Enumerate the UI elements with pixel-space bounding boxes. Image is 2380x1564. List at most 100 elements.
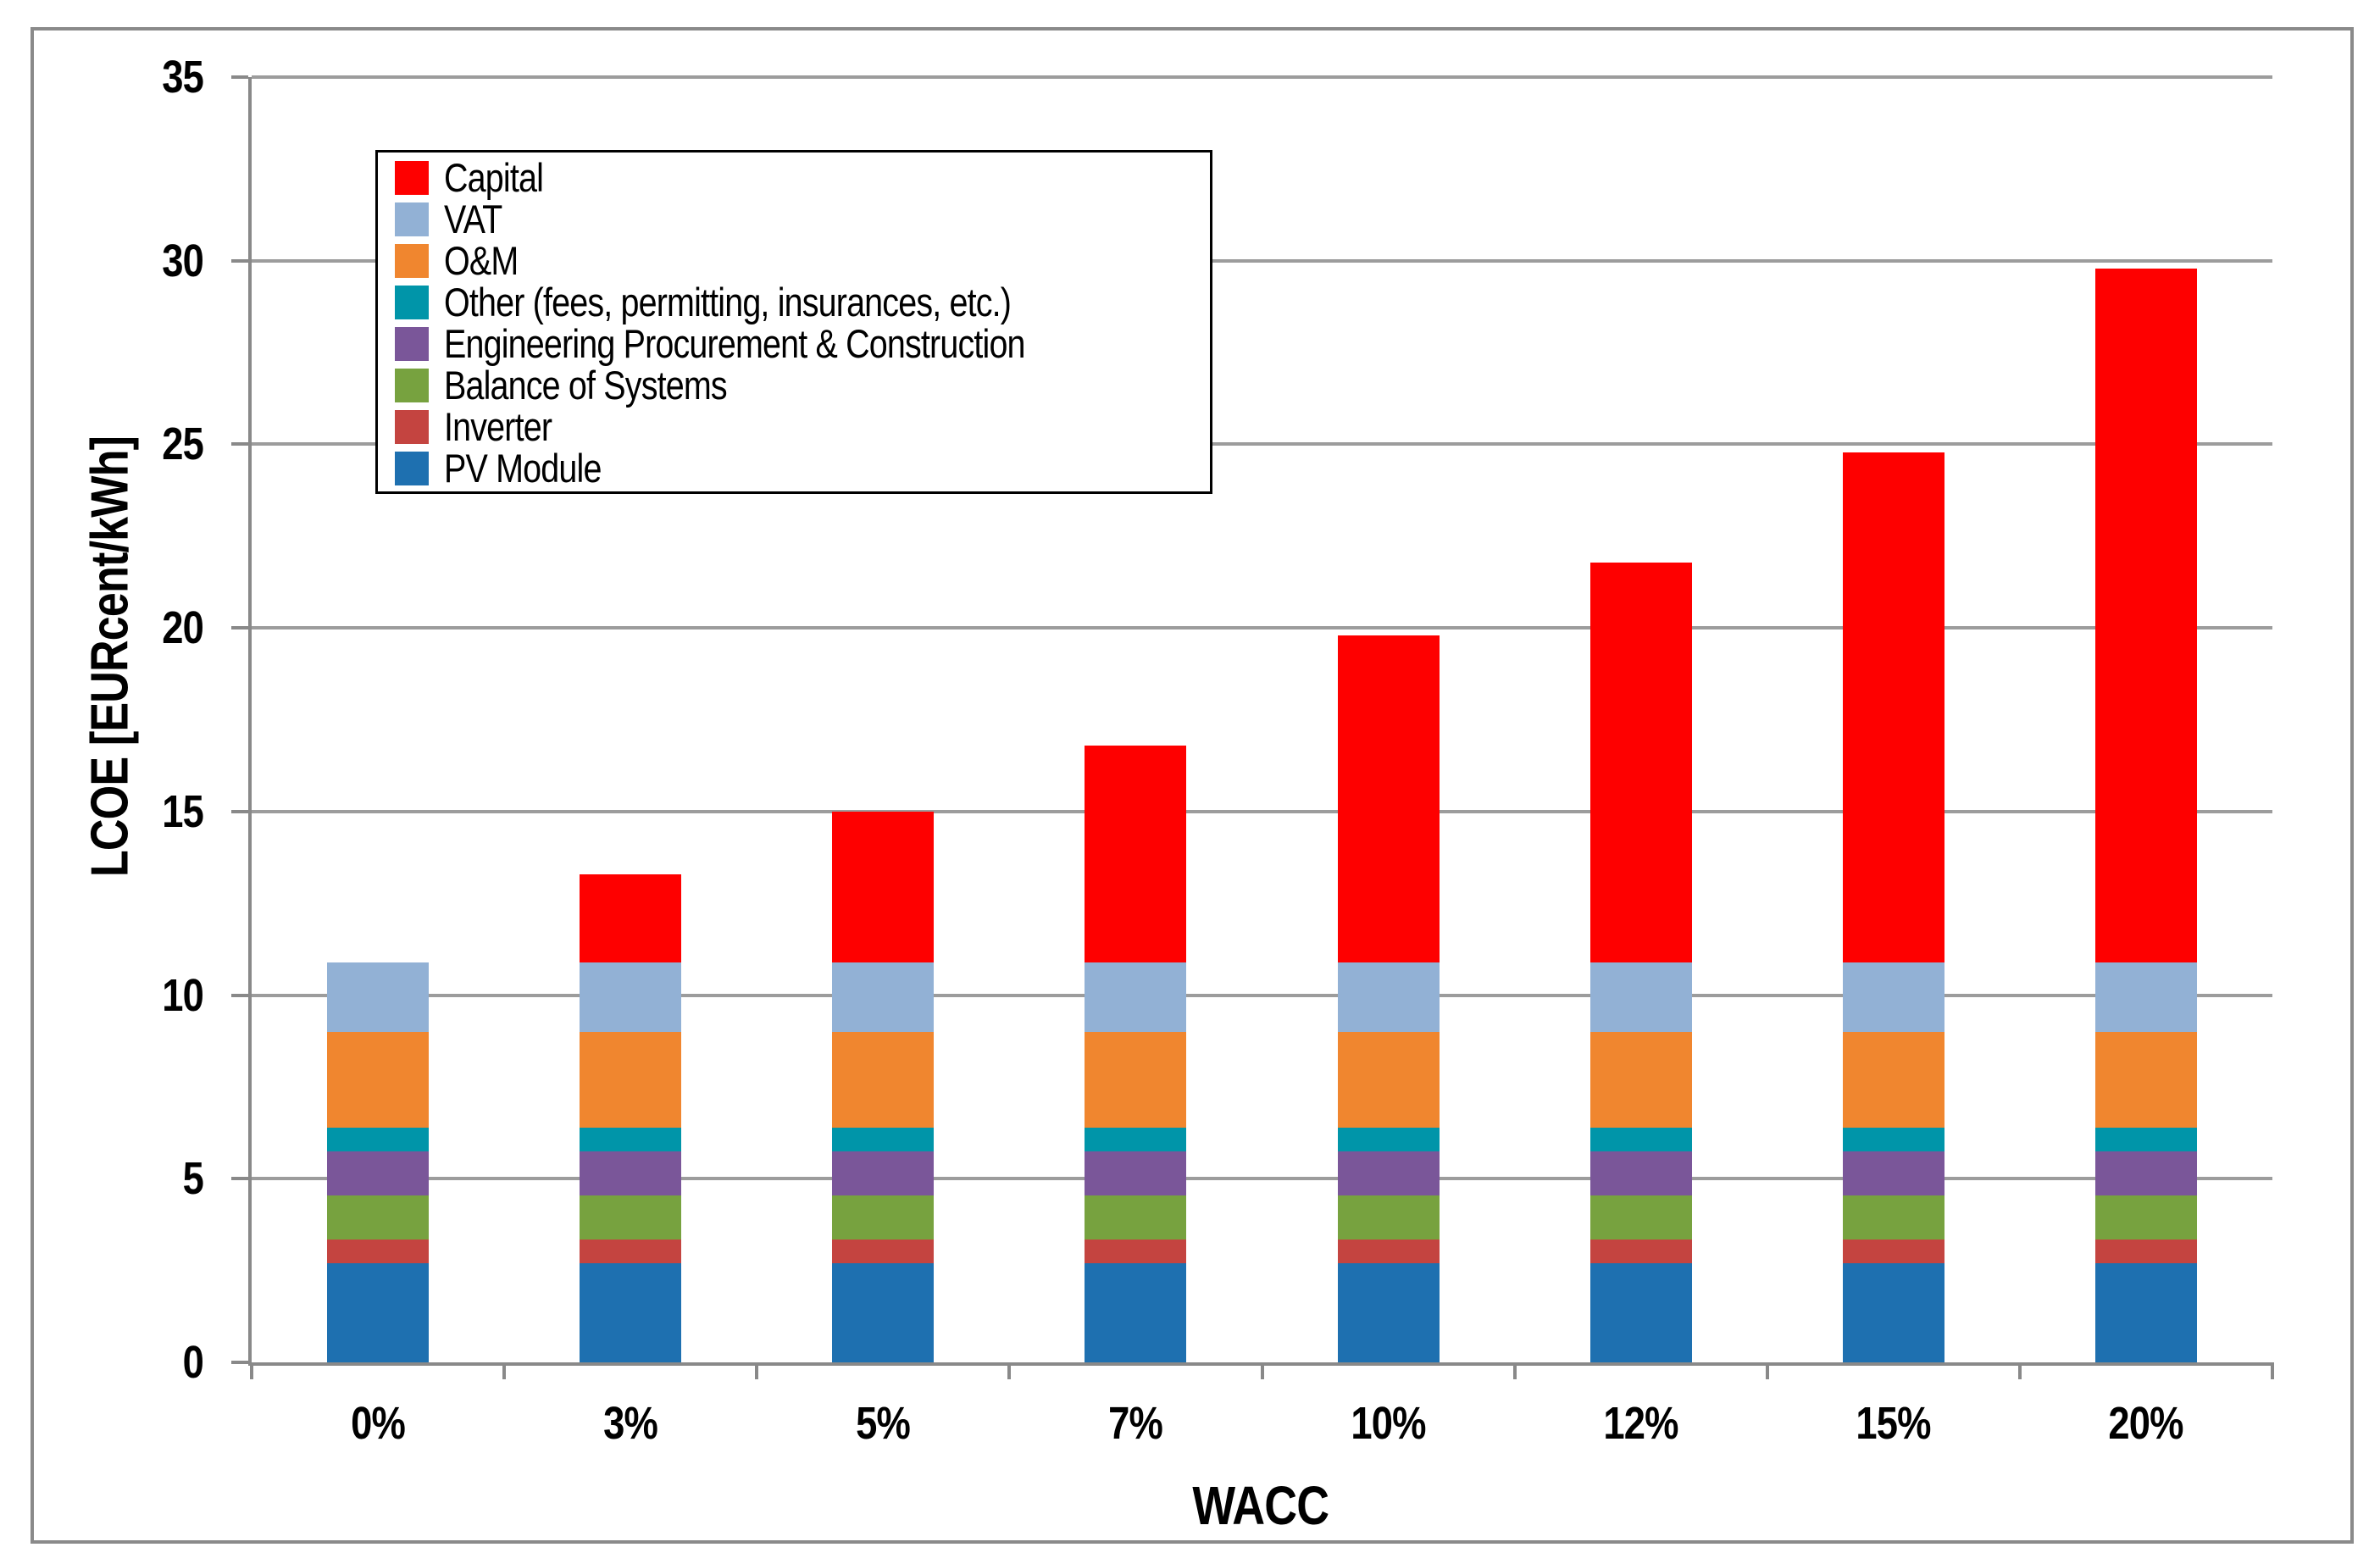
legend-swatch-o-m xyxy=(395,243,429,278)
x-tick-mark-8 xyxy=(2271,1362,2274,1379)
bar-segment-balance-of-systems-5% xyxy=(832,1195,934,1240)
legend-item: Inverter xyxy=(378,406,1210,447)
bar-segment-pv-module-12% xyxy=(1590,1263,1692,1362)
y-tick-mark-30 xyxy=(231,259,248,263)
legend-label-text: Capital xyxy=(444,154,544,200)
bar-segment-engineering-procurement-construction-20% xyxy=(2095,1151,2197,1195)
bar-3% xyxy=(580,874,681,1362)
y-tick-label-text: 30 xyxy=(162,236,204,286)
bar-segment-capital-7% xyxy=(1085,746,1186,962)
bar-segment-other-fees-permitting-insurances-etc--15% xyxy=(1843,1128,1944,1151)
bar-segment-balance-of-systems-0% xyxy=(327,1195,429,1240)
bar-segment-other-fees-permitting-insurances-etc--5% xyxy=(832,1128,934,1151)
bar-segment-inverter-3% xyxy=(580,1240,681,1263)
x-tick-label-0%: 0% xyxy=(252,1396,504,1450)
gridline-20 xyxy=(252,626,2272,629)
y-tick-label-15: 15 xyxy=(42,783,204,840)
x-tick-label-text: 7% xyxy=(1108,1398,1163,1449)
bar-segment-o-m-3% xyxy=(580,1032,681,1128)
legend-label-text: O&M xyxy=(444,237,519,283)
bar-segment-vat-12% xyxy=(1590,962,1692,1032)
bar-segment-other-fees-permitting-insurances-etc--12% xyxy=(1590,1128,1692,1151)
bar-10% xyxy=(1338,635,1440,1362)
x-tick-mark-6 xyxy=(1766,1362,1769,1379)
bar-segment-inverter-10% xyxy=(1338,1240,1440,1263)
x-tick-mark-2 xyxy=(755,1362,758,1379)
bar-segment-vat-5% xyxy=(832,962,934,1032)
bar-segment-inverter-20% xyxy=(2095,1240,2197,1263)
y-tick-mark-25 xyxy=(231,442,248,446)
legend-swatch-pv-module xyxy=(395,451,429,485)
legend-label: PV Module xyxy=(444,445,631,491)
x-tick-label-12%: 12% xyxy=(1515,1396,1767,1450)
bar-segment-capital-3% xyxy=(580,874,681,962)
bar-segment-inverter-7% xyxy=(1085,1240,1186,1263)
bar-segment-vat-3% xyxy=(580,962,681,1032)
legend-item: Balance of Systems xyxy=(378,364,1210,406)
bar-segment-balance-of-systems-15% xyxy=(1843,1195,1944,1240)
bar-12% xyxy=(1590,563,1692,1362)
bar-segment-o-m-5% xyxy=(832,1032,934,1128)
bar-segment-balance-of-systems-7% xyxy=(1085,1195,1186,1240)
legend-label: Inverter xyxy=(444,403,572,449)
gridline-25 xyxy=(252,442,2272,446)
x-tick-label-text: 5% xyxy=(856,1398,911,1449)
bar-segment-pv-module-3% xyxy=(580,1263,681,1362)
bar-20% xyxy=(2095,269,2197,1362)
bar-segment-engineering-procurement-construction-5% xyxy=(832,1151,934,1195)
y-tick-mark-0 xyxy=(231,1361,248,1364)
bar-5% xyxy=(832,812,934,1362)
legend-label-text: Engineering Procurement & Construction xyxy=(444,320,1026,366)
bar-segment-other-fees-permitting-insurances-etc--0% xyxy=(327,1128,429,1151)
legend-label: O&M xyxy=(444,237,532,283)
bar-segment-other-fees-permitting-insurances-etc--10% xyxy=(1338,1128,1440,1151)
legend-label-text: Inverter xyxy=(444,403,552,449)
bar-segment-pv-module-20% xyxy=(2095,1263,2197,1362)
x-tick-label-text: 10% xyxy=(1351,1398,1427,1449)
bar-segment-inverter-0% xyxy=(327,1240,429,1263)
legend-label-text: PV Module xyxy=(444,445,602,491)
bar-segment-o-m-15% xyxy=(1843,1032,1944,1128)
bar-segment-balance-of-systems-12% xyxy=(1590,1195,1692,1240)
x-tick-mark-7 xyxy=(2018,1362,2022,1379)
y-tick-mark-5 xyxy=(231,1177,248,1180)
legend-label: Balance of Systems xyxy=(444,364,780,406)
y-tick-label-0: 0 xyxy=(42,1334,204,1391)
gridline-15 xyxy=(252,810,2272,813)
x-axis-title: WACC xyxy=(250,1474,2271,1537)
x-tick-label-7%: 7% xyxy=(1009,1396,1262,1450)
bar-segment-balance-of-systems-3% xyxy=(580,1195,681,1240)
y-tick-label-text: 5 xyxy=(182,1153,204,1204)
bar-segment-pv-module-0% xyxy=(327,1263,429,1362)
bar-segment-o-m-20% xyxy=(2095,1032,2197,1128)
bar-segment-inverter-15% xyxy=(1843,1240,1944,1263)
x-tick-mark-4 xyxy=(1261,1362,1264,1379)
bar-segment-balance-of-systems-10% xyxy=(1338,1195,1440,1240)
y-tick-label-5: 5 xyxy=(42,1150,204,1207)
legend-swatch-engineering-procurement-construction xyxy=(395,326,429,361)
gridline-30 xyxy=(252,259,2272,263)
y-tick-label-20: 20 xyxy=(42,599,204,657)
legend-label: Capital xyxy=(444,154,562,200)
y-tick-label-30: 30 xyxy=(42,232,204,290)
bar-segment-inverter-5% xyxy=(832,1240,934,1263)
legend-swatch-inverter xyxy=(395,409,429,444)
bar-segment-capital-10% xyxy=(1338,635,1440,962)
bar-segment-other-fees-permitting-insurances-etc--7% xyxy=(1085,1128,1186,1151)
y-tick-label-text: 25 xyxy=(162,419,204,469)
bar-segment-pv-module-7% xyxy=(1085,1263,1186,1362)
bar-segment-capital-20% xyxy=(2095,269,2197,962)
x-tick-label-20%: 20% xyxy=(2020,1396,2272,1450)
bar-segment-engineering-procurement-construction-7% xyxy=(1085,1151,1186,1195)
bar-segment-pv-module-10% xyxy=(1338,1263,1440,1362)
y-tick-label-35: 35 xyxy=(42,48,204,106)
bar-0% xyxy=(327,962,429,1362)
legend-item: Engineering Procurement & Construction xyxy=(378,323,1210,364)
bar-segment-capital-5% xyxy=(832,812,934,962)
x-tick-label-10%: 10% xyxy=(1262,1396,1515,1450)
bar-segment-o-m-0% xyxy=(327,1032,429,1128)
plot-area xyxy=(231,75,2274,1379)
legend-label-text: VAT xyxy=(444,196,502,241)
bar-segment-vat-20% xyxy=(2095,962,2197,1032)
bar-segment-vat-10% xyxy=(1338,962,1440,1032)
